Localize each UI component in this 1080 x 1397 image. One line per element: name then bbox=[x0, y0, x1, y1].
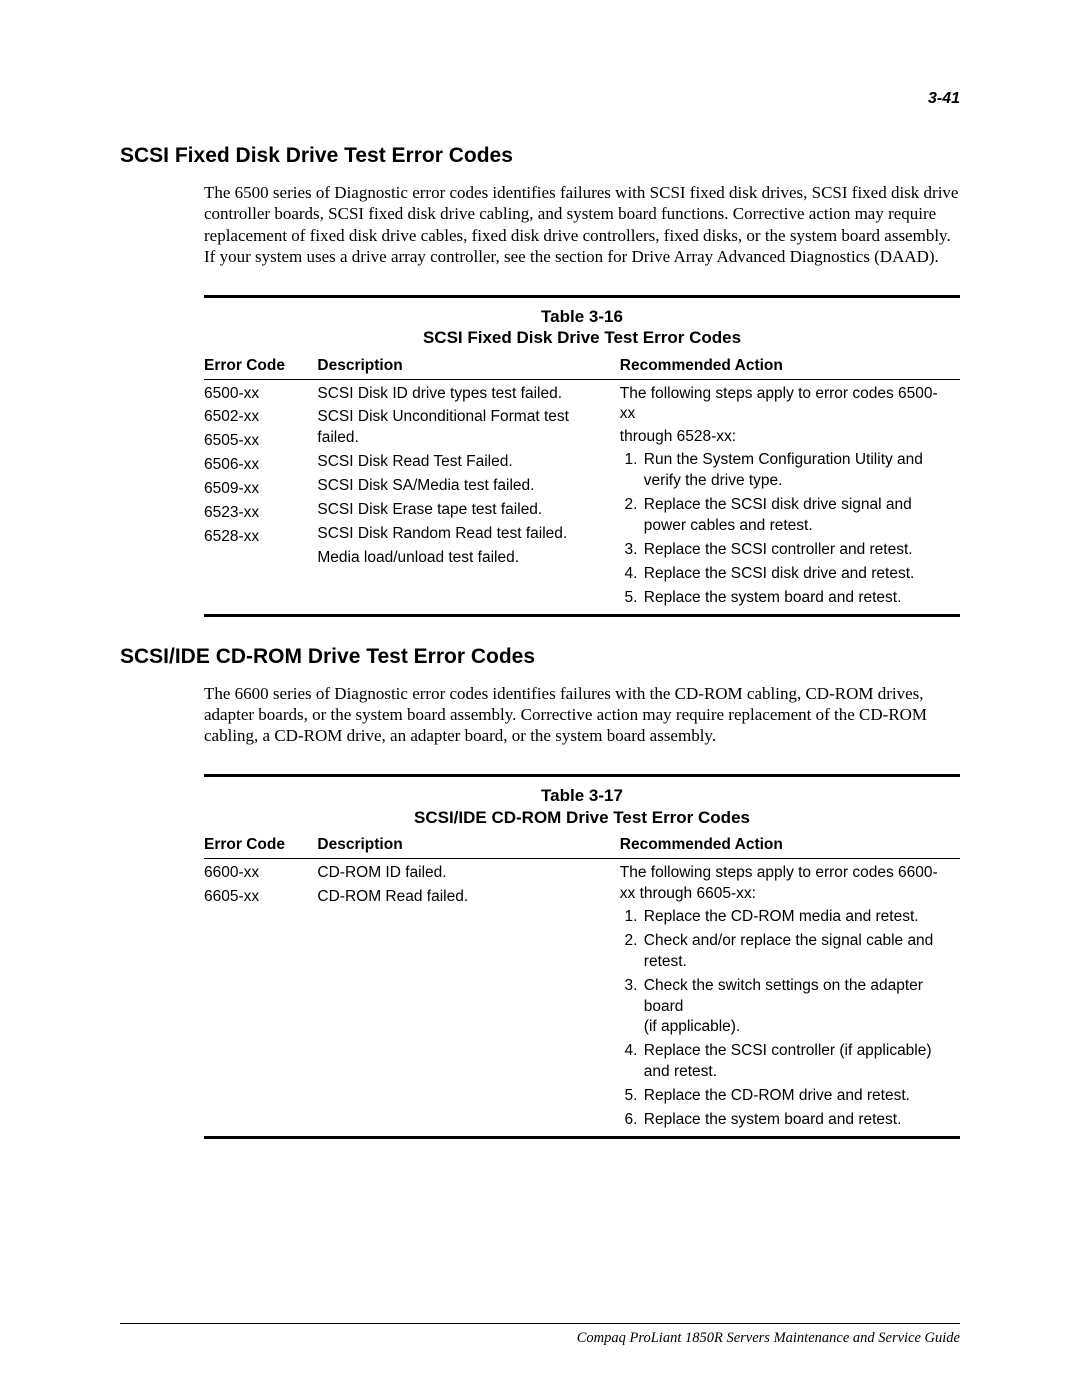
action-list: Replace the CD-ROM media and retest. Che… bbox=[620, 907, 950, 1134]
table-header-row: Error Code Description Recommended Actio… bbox=[204, 832, 960, 859]
action-step: Replace the system board and retest. bbox=[642, 1110, 950, 1134]
page-number: 3-41 bbox=[120, 90, 960, 108]
description: SCSI Disk Erase tape test failed. bbox=[317, 500, 609, 524]
table-row: 6500-xx 6502-xx 6505-xx 6506-xx 6509-xx … bbox=[204, 379, 960, 614]
table-caption: Table 3-17 SCSI/IDE CD-ROM Drive Test Er… bbox=[204, 777, 960, 832]
descriptions-cell: SCSI Disk ID drive types test failed. SC… bbox=[317, 379, 619, 614]
action-intro: through 6528-xx: bbox=[620, 427, 950, 448]
action-step: Check the switch settings on the adapter… bbox=[642, 976, 950, 1042]
error-code: 6505-xx bbox=[204, 431, 307, 455]
error-code: 6600-xx bbox=[204, 863, 307, 887]
error-codes-cell: 6600-xx 6605-xx bbox=[204, 858, 317, 1136]
error-code: 6509-xx bbox=[204, 479, 307, 503]
footer-text: Compaq ProLiant 1850R Servers Maintenanc… bbox=[120, 1330, 960, 1347]
error-code: 6500-xx bbox=[204, 384, 307, 408]
table-3-17: Table 3-17 SCSI/IDE CD-ROM Drive Test Er… bbox=[204, 774, 960, 1139]
document-page: 3-41 SCSI Fixed Disk Drive Test Error Co… bbox=[0, 0, 1080, 1397]
table-number: Table 3-16 bbox=[541, 307, 623, 326]
table-rule bbox=[204, 1136, 960, 1139]
action-step: Replace the SCSI controller (if applicab… bbox=[642, 1041, 950, 1086]
description: SCSI Disk SA/Media test failed. bbox=[317, 476, 609, 500]
action-step: Run the System Configuration Utility and… bbox=[642, 450, 950, 495]
page-footer: Compaq ProLiant 1850R Servers Maintenanc… bbox=[120, 1323, 960, 1347]
col-description: Description bbox=[317, 353, 619, 380]
action-step: Replace the system board and retest. bbox=[642, 588, 950, 612]
action-cell: The following steps apply to error codes… bbox=[620, 379, 960, 614]
error-codes-cell: 6500-xx 6502-xx 6505-xx 6506-xx 6509-xx … bbox=[204, 379, 317, 614]
table-number: Table 3-17 bbox=[541, 786, 623, 805]
action-intro: The following steps apply to error codes… bbox=[620, 384, 950, 426]
action-list: Run the System Configuration Utility and… bbox=[620, 450, 950, 611]
description: SCSI Disk Read Test Failed. bbox=[317, 452, 609, 476]
table-title: SCSI Fixed Disk Drive Test Error Codes bbox=[423, 328, 741, 347]
section2-paragraph: The 6600 series of Diagnostic error code… bbox=[204, 683, 960, 747]
action-step: Replace the SCSI disk drive and retest. bbox=[642, 564, 950, 588]
error-code: 6528-xx bbox=[204, 527, 307, 551]
section2-heading: SCSI/IDE CD-ROM Drive Test Error Codes bbox=[120, 645, 960, 669]
action-step: Replace the SCSI controller and retest. bbox=[642, 540, 950, 564]
section1-paragraph: The 6500 series of Diagnostic error code… bbox=[204, 182, 960, 267]
error-code: 6523-xx bbox=[204, 503, 307, 527]
col-error-code: Error Code bbox=[204, 353, 317, 380]
action-cell: The following steps apply to error codes… bbox=[620, 858, 960, 1136]
table-row: 6600-xx 6605-xx CD-ROM ID failed. CD-ROM… bbox=[204, 858, 960, 1136]
description: CD-ROM ID failed. bbox=[317, 863, 609, 887]
table-title: SCSI/IDE CD-ROM Drive Test Error Codes bbox=[414, 808, 750, 827]
action-step: Check and/or replace the signal cable an… bbox=[642, 931, 950, 976]
description: Media load/unload test failed. bbox=[317, 548, 609, 572]
error-code: 6506-xx bbox=[204, 455, 307, 479]
description: SCSI Disk Random Read test failed. bbox=[317, 524, 609, 548]
table-3-16: Table 3-16 SCSI Fixed Disk Drive Test Er… bbox=[204, 295, 960, 617]
descriptions-cell: CD-ROM ID failed. CD-ROM Read failed. bbox=[317, 858, 619, 1136]
table-header-row: Error Code Description Recommended Actio… bbox=[204, 353, 960, 380]
action-intro: The following steps apply to error codes… bbox=[620, 863, 950, 905]
description: SCSI Disk ID drive types test failed. bbox=[317, 384, 609, 408]
action-step: Replace the CD-ROM drive and retest. bbox=[642, 1086, 950, 1110]
description: SCSI Disk Unconditional Format test fail… bbox=[317, 407, 609, 452]
section1-heading: SCSI Fixed Disk Drive Test Error Codes bbox=[120, 144, 960, 168]
col-error-code: Error Code bbox=[204, 832, 317, 859]
error-table-1: Error Code Description Recommended Actio… bbox=[204, 353, 960, 614]
footer-rule bbox=[120, 1323, 960, 1324]
error-code: 6605-xx bbox=[204, 887, 307, 911]
error-table-2: Error Code Description Recommended Actio… bbox=[204, 832, 960, 1136]
error-code: 6502-xx bbox=[204, 407, 307, 431]
description: CD-ROM Read failed. bbox=[317, 887, 609, 911]
col-description: Description bbox=[317, 832, 619, 859]
col-action: Recommended Action bbox=[620, 832, 960, 859]
table-caption: Table 3-16 SCSI Fixed Disk Drive Test Er… bbox=[204, 298, 960, 353]
action-step: Replace the CD-ROM media and retest. bbox=[642, 907, 950, 931]
col-action: Recommended Action bbox=[620, 353, 960, 380]
action-step: Replace the SCSI disk drive signal and p… bbox=[642, 495, 950, 540]
